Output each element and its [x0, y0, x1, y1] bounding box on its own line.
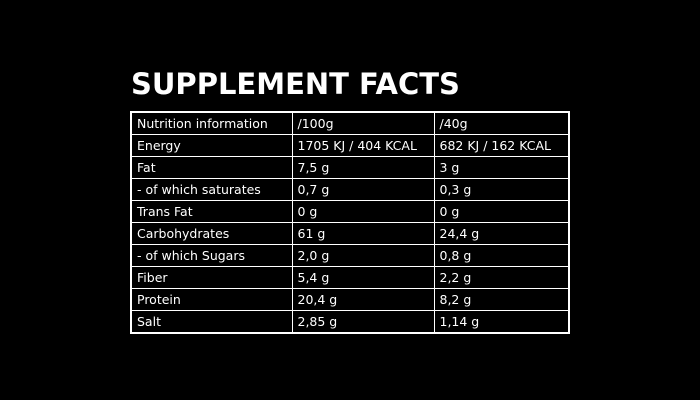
- per-40g-value: 0 g: [433, 200, 570, 223]
- table-row-trans-fat: Trans Fat 0 g 0 g: [130, 200, 570, 223]
- row-label: Fat: [130, 156, 293, 179]
- row-label: Fiber: [130, 266, 293, 289]
- row-label: Carbohydrates: [130, 222, 293, 245]
- per-40g-value: 3 g: [433, 156, 570, 179]
- row-label: Salt: [130, 310, 293, 334]
- per-100g-value: /100g: [291, 111, 435, 135]
- per-100g-value: 61 g: [291, 222, 435, 245]
- per-40g-value: 682 KJ / 162 KCAL: [433, 134, 570, 157]
- row-label: - of which Sugars: [130, 244, 293, 267]
- per-100g-value: 2,85 g: [291, 310, 435, 334]
- per-40g-value: 24,4 g: [433, 222, 570, 245]
- table-row-carbohydrates: Carbohydrates 61 g 24,4 g: [130, 222, 570, 245]
- per-40g-value: 0,8 g: [433, 244, 570, 267]
- per-100g-value: 2,0 g: [291, 244, 435, 267]
- per-100g-value: 1705 KJ / 404 KCAL: [291, 134, 435, 157]
- table-row-fiber: Fiber 5,4 g 2,2 g: [130, 266, 570, 289]
- per-40g-value: 2,2 g: [433, 266, 570, 289]
- per-100g-value: 20,4 g: [291, 288, 435, 311]
- row-label: Protein: [130, 288, 293, 311]
- table-row-fat: Fat 7,5 g 3 g: [130, 156, 570, 179]
- page-title: SUPPLEMENT FACTS: [131, 67, 460, 101]
- per-40g-value: 0,3 g: [433, 178, 570, 201]
- row-label: Trans Fat: [130, 200, 293, 223]
- table-row-header: Nutrition information /100g /40g: [130, 111, 570, 135]
- row-label: Nutrition information: [130, 111, 293, 135]
- table-row-sugars: - of which Sugars 2,0 g 0,8 g: [130, 244, 570, 267]
- per-100g-value: 5,4 g: [291, 266, 435, 289]
- row-label: - of which saturates: [130, 178, 293, 201]
- table-row-saturates: - of which saturates 0,7 g 0,3 g: [130, 178, 570, 201]
- row-label: Energy: [130, 134, 293, 157]
- per-40g-value: 8,2 g: [433, 288, 570, 311]
- per-100g-value: 7,5 g: [291, 156, 435, 179]
- table-row-protein: Protein 20,4 g 8,2 g: [130, 288, 570, 311]
- per-40g-value: 1,14 g: [433, 310, 570, 334]
- per-40g-value: /40g: [433, 111, 570, 135]
- table-row-energy: Energy 1705 KJ / 404 KCAL 682 KJ / 162 K…: [130, 134, 570, 157]
- table-row-salt: Salt 2,85 g 1,14 g: [130, 310, 570, 334]
- nutrition-table: Nutrition information /100g /40g Energy …: [130, 111, 570, 334]
- per-100g-value: 0 g: [291, 200, 435, 223]
- per-100g-value: 0,7 g: [291, 178, 435, 201]
